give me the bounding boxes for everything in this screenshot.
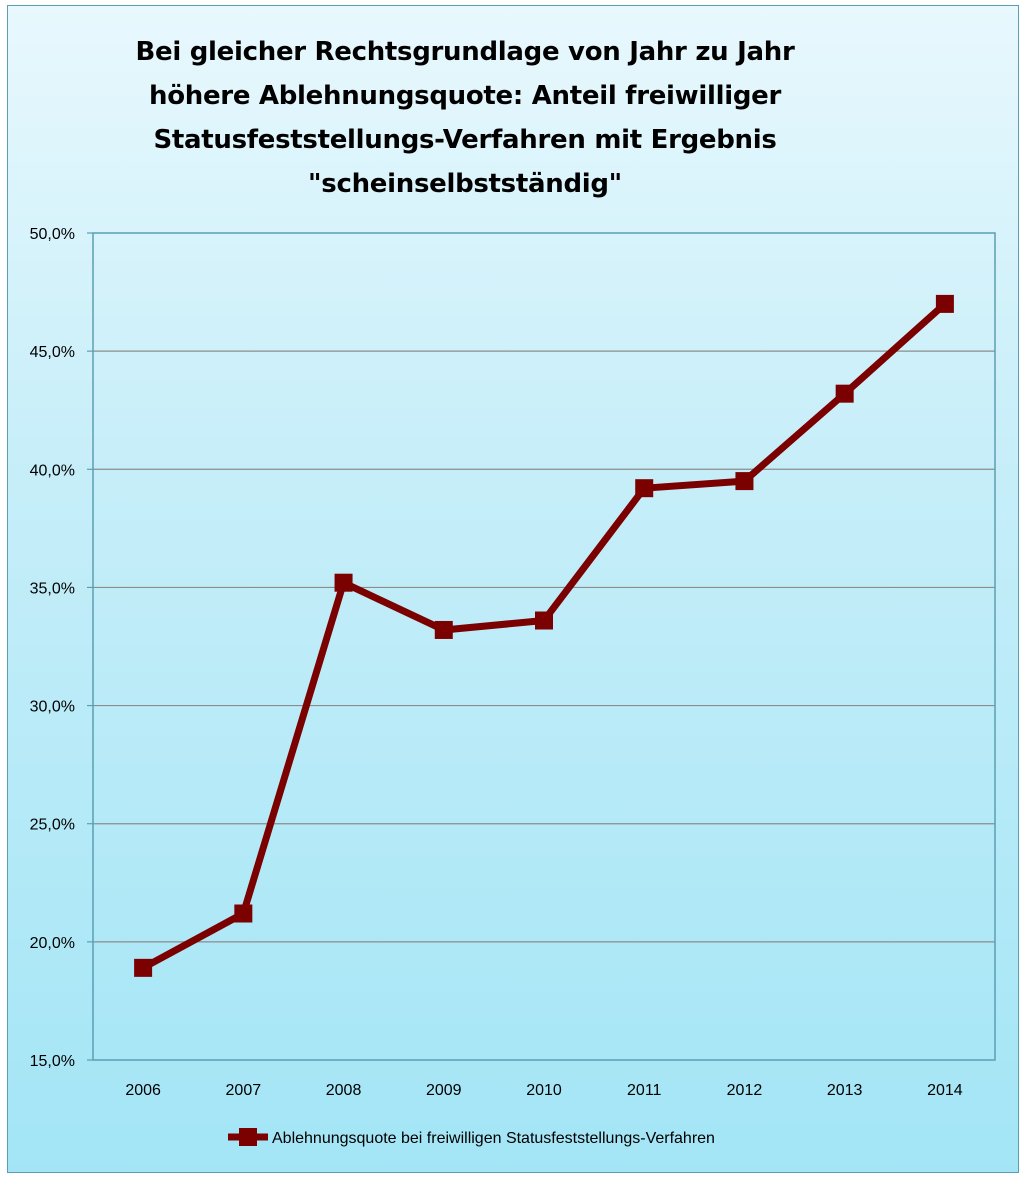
chart-frame <box>7 5 1019 1173</box>
data-point-marker <box>234 904 253 923</box>
x-tick-label: 2014 <box>927 1082 963 1099</box>
plot-area <box>92 232 996 1061</box>
legend-marker <box>239 1128 257 1146</box>
x-tick-label: 2006 <box>125 1082 161 1099</box>
data-point-marker <box>935 294 954 313</box>
x-axis-ticks: 2006 2007 2008 2009 2010 2011 2012 2013 2014 <box>125 1082 962 1099</box>
x-tick-label: 2013 <box>827 1082 863 1099</box>
y-tick-label: 35,0% <box>30 580 75 597</box>
y-tick-label: 30,0% <box>30 699 75 716</box>
x-tick-label: 2010 <box>526 1082 562 1099</box>
x-tick-label: 2009 <box>426 1082 462 1099</box>
legend: Ablehnungsquote bei freiwilligen Statusf… <box>228 1128 715 1147</box>
x-tick-label: 2008 <box>326 1082 362 1099</box>
y-tick-label: 50,0% <box>30 226 75 243</box>
y-tick-label: 15,0% <box>30 1053 75 1070</box>
data-point-marker <box>334 573 353 592</box>
gridlines <box>93 350 995 943</box>
data-point-marker <box>134 958 153 977</box>
y-tick-label: 25,0% <box>30 817 75 834</box>
data-point-marker <box>835 384 854 403</box>
y-axis-ticks: 15,0% 20,0% 25,0% 30,0% 35,0% 40,0% 45,0% 50,0% <box>30 226 93 1070</box>
data-point-marker <box>535 611 553 630</box>
series-group <box>134 294 954 977</box>
y-tick-label: 20,0% <box>30 935 75 952</box>
data-point-marker <box>434 620 453 639</box>
y-tick-label: 40,0% <box>30 462 75 479</box>
data-point-marker <box>735 472 754 491</box>
data-point-marker <box>635 479 654 498</box>
x-tick-label: 2007 <box>226 1082 262 1099</box>
chart-title: Bei gleicher Rechtsgrundlage von Jahr zu… <box>135 37 795 199</box>
x-tick-label: 2011 <box>627 1082 662 1099</box>
y-tick-label: 45,0% <box>30 344 75 361</box>
series-line <box>141 301 948 971</box>
legend-label: Ablehnungsquote bei freiwilligen Statusf… <box>272 1130 715 1147</box>
x-tick-label: 2012 <box>727 1082 763 1099</box>
